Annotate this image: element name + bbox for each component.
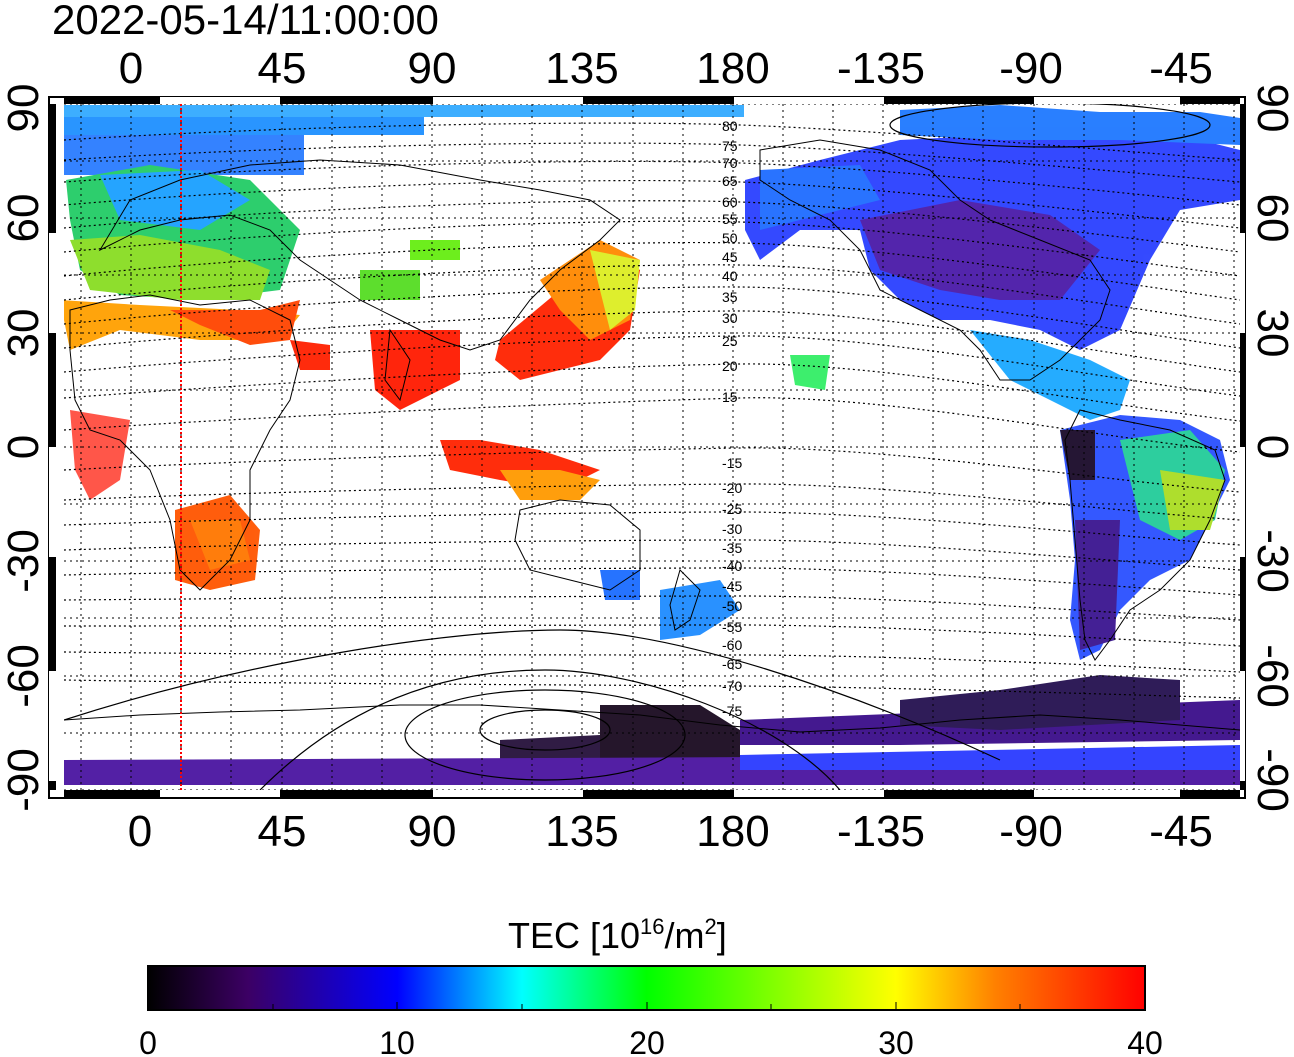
magnetic-latitude-labels: 80 75 70 65 60 55 50 45 40 35 30 25 20 1… [722, 118, 742, 719]
colorbar-label-main: TEC [10 [508, 915, 640, 956]
mlat-label: 70 [722, 155, 738, 171]
bottom-longitude-axis: 0 45 90 135 180 -135 -90 -45 [128, 807, 1213, 856]
lon-tick-top-1: 45 [258, 44, 307, 93]
mlat-label: 45 [722, 249, 738, 265]
lat-tick-right-5: -60 [1248, 644, 1294, 708]
lon-tick-top-4: 180 [696, 44, 769, 93]
mlat-label: -50 [722, 598, 742, 614]
lat-tick-left-5: -60 [0, 644, 48, 708]
top-longitude-axis: 0 45 90 135 180 -135 -90 -45 [119, 44, 1213, 93]
mlat-label: -25 [722, 501, 742, 517]
mlat-label: 30 [722, 310, 738, 326]
colorbar-label-end: ] [717, 915, 727, 956]
map-title: 2022-05-14/11:00:00 [52, 0, 439, 43]
lon-tick-top-6: -90 [999, 44, 1063, 93]
lat-tick-left-4: -30 [0, 529, 48, 593]
colorbar-tick-0: 0 [139, 1025, 157, 1057]
mlat-label: -75 [722, 703, 742, 719]
colorbar-tick-10: 10 [379, 1025, 415, 1057]
colorbar-tick-30: 30 [878, 1025, 914, 1057]
lon-tick-top-3: 135 [545, 44, 618, 93]
lat-tick-left-3: 0 [0, 435, 48, 459]
mlat-label: 40 [722, 268, 738, 284]
mlat-label: 35 [722, 289, 738, 305]
lat-tick-right-2: 30 [1248, 309, 1294, 358]
frame-tick-gaps [49, 97, 1245, 797]
colorbar-label-mid: /m [665, 915, 705, 956]
left-latitude-axis: 90 60 30 0 -30 -60 -90 [0, 84, 48, 812]
colorbar-label: TEC [1016/m2] [508, 914, 727, 956]
mlat-label: -40 [722, 558, 742, 574]
lat-tick-right-3: 0 [1248, 435, 1294, 459]
mlat-label: 25 [722, 333, 738, 349]
lat-tick-right-1: 60 [1248, 194, 1294, 243]
map-plot-area: 80 75 70 65 60 55 50 45 40 35 30 25 20 1… [64, 104, 1240, 790]
mlat-label: -45 [722, 578, 742, 594]
lat-tick-left-0: 90 [0, 84, 48, 133]
mlat-label: 50 [722, 230, 738, 246]
mlat-label: 75 [722, 138, 738, 154]
lat-tick-left-1: 60 [0, 194, 48, 243]
lat-tick-left-6: -90 [0, 748, 48, 812]
right-latitude-axis: 90 60 30 0 -30 -60 -90 [1248, 84, 1294, 812]
lon-tick-bottom-2: 90 [408, 807, 457, 856]
lon-tick-top-2: 90 [408, 44, 457, 93]
graticule [64, 104, 1240, 790]
mlat-label: -35 [722, 540, 742, 556]
mlat-label: -15 [722, 455, 742, 471]
mlat-label: -20 [722, 480, 742, 496]
colorbar-tick-40: 40 [1127, 1025, 1163, 1057]
lat-tick-right-6: -90 [1248, 748, 1294, 812]
colorbar-tick-marks [147, 1002, 1146, 1010]
lon-tick-bottom-3: 135 [545, 807, 618, 856]
mlat-label: -70 [722, 678, 742, 694]
mlat-label: -55 [722, 619, 742, 635]
lon-tick-bottom-6: -90 [999, 807, 1063, 856]
lon-tick-bottom-0: 0 [128, 807, 152, 856]
mlat-label: -65 [722, 656, 742, 672]
lon-tick-bottom-4: 180 [696, 807, 769, 856]
mlat-label: -30 [722, 521, 742, 537]
magnetic-latitude-contours [64, 122, 1240, 699]
coastlines [64, 139, 1240, 733]
mlat-label: 55 [722, 211, 738, 227]
lon-tick-bottom-7: -45 [1149, 807, 1213, 856]
mlat-label: 65 [722, 173, 738, 189]
mlat-label: 20 [722, 358, 738, 374]
mlat-label: 15 [722, 389, 738, 405]
colorbar: TEC [1016/m2] 0 10 20 30 40 [139, 914, 1163, 1057]
lon-tick-bottom-1: 45 [258, 807, 307, 856]
lon-tick-top-5: -135 [837, 44, 925, 93]
mlat-label: 60 [722, 194, 738, 210]
lat-tick-right-0: 90 [1248, 84, 1294, 133]
colorbar-label-sup2: 2 [705, 914, 717, 939]
mlat-label: 80 [722, 118, 738, 134]
colorbar-label-sup1: 16 [640, 914, 664, 939]
magnetic-pole-contours [64, 104, 1211, 790]
lat-tick-left-2: 30 [0, 309, 48, 358]
lon-tick-top-7: -45 [1149, 44, 1213, 93]
tec-data-layer [64, 105, 1240, 785]
lon-tick-top-0: 0 [119, 44, 143, 93]
mlat-label: -60 [722, 637, 742, 653]
colorbar-tick-20: 20 [629, 1025, 665, 1057]
lon-tick-bottom-5: -135 [837, 807, 925, 856]
lat-tick-right-4: -30 [1248, 529, 1294, 593]
